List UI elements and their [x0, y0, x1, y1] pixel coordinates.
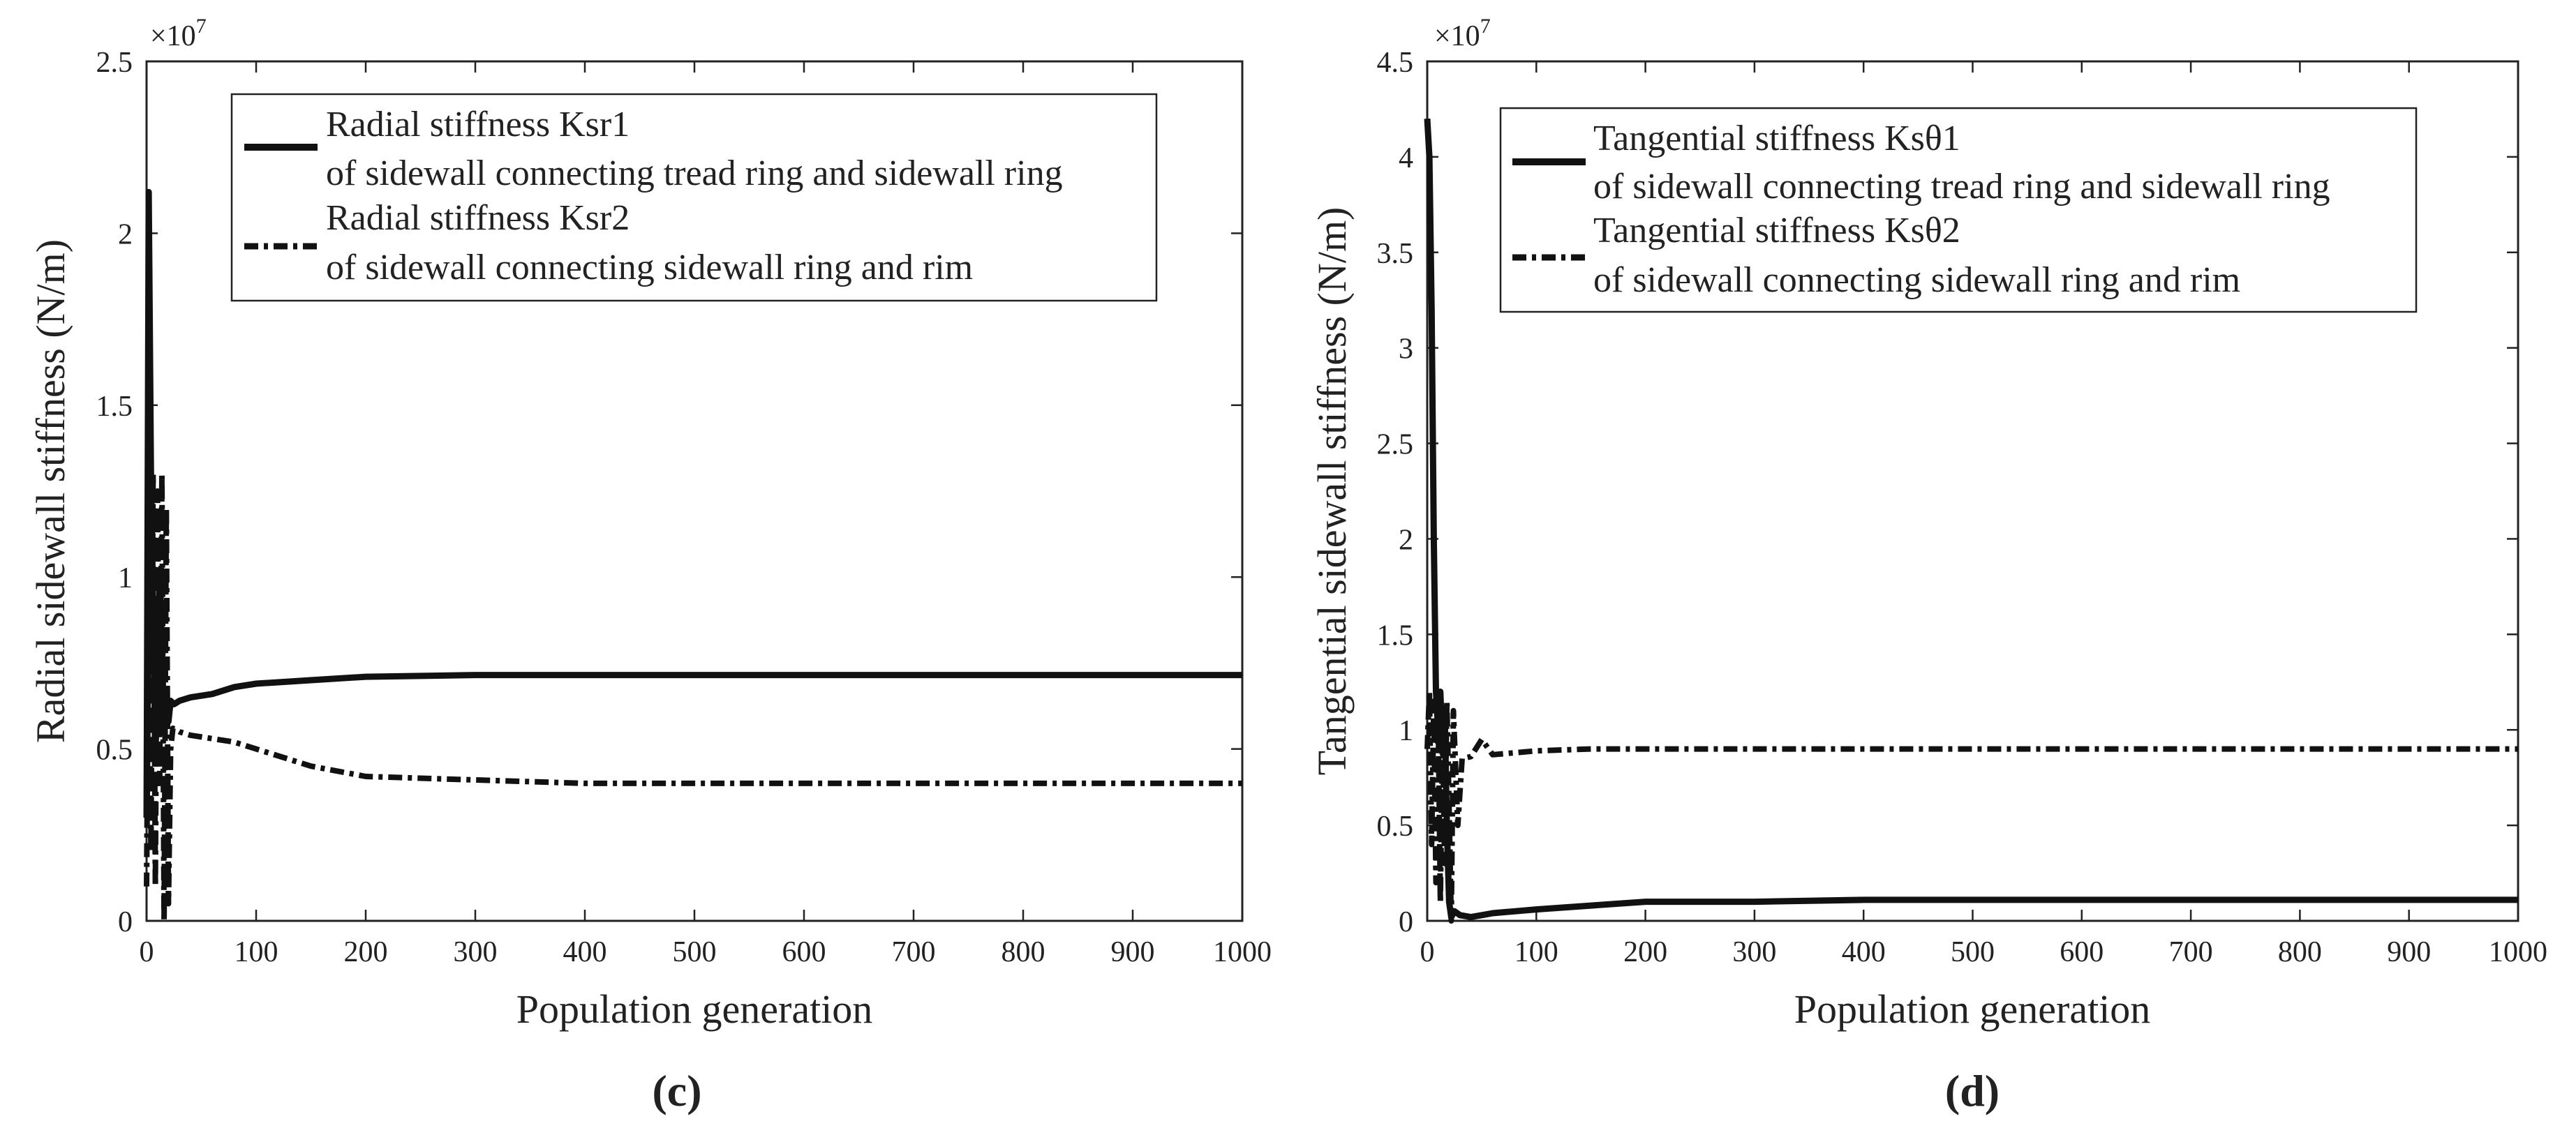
- y-tick-label-c: 0: [118, 906, 133, 938]
- y-tick-label-c: 2.5: [96, 47, 133, 79]
- y-tick-label-d: 2: [1399, 524, 1413, 556]
- x-tick-label-c: 400: [563, 936, 607, 968]
- panel-label-c: (c): [652, 1066, 701, 1115]
- x-axis-label-d: Population generation: [1794, 986, 2151, 1032]
- y-axis-label-d: Tangential sidewall stiffness (N/m): [1309, 207, 1355, 776]
- x-tick-label-c: 500: [673, 936, 717, 968]
- x-tick-label-d: 900: [2387, 936, 2431, 968]
- legend-label-ks-theta2-desc: of sidewall connecting sidewall ring and…: [1593, 260, 2240, 300]
- x-tick-label-c: 1000: [1213, 936, 1272, 968]
- x-tick-label-c: 100: [234, 936, 278, 968]
- legend-label-ks-theta1-title: Tangential stiffness Ksθ1: [1593, 119, 1960, 158]
- x-tick-label-d: 300: [1732, 936, 1776, 968]
- legend-label-ksr2-title: Radial stiffness Ksr2: [326, 198, 630, 238]
- x-tick-label-d: 500: [1951, 936, 1995, 968]
- x-tick-label-d: 800: [2278, 936, 2322, 968]
- legend-d: Tangential stiffness Ksθ1 of sidewall co…: [1499, 107, 2418, 313]
- x-tick-label-d: 0: [1420, 936, 1435, 968]
- x-tick-label-d: 400: [1842, 936, 1886, 968]
- y-tick-label-c: 0.5: [96, 735, 133, 767]
- series-line-c-2: [144, 471, 1242, 924]
- x-tick-label-c: 800: [1002, 936, 1045, 968]
- ticks-c: 0 100 200 300 400 500 600 700 800 900 1000 0 0.5 1 1.5…: [96, 47, 1272, 968]
- y-tick-label-c: 1.5: [96, 391, 133, 423]
- y-tick-label-d: 0: [1399, 906, 1413, 938]
- y-tick-label-d: 2.5: [1377, 429, 1414, 461]
- exponent-label-c: ×107: [150, 15, 207, 52]
- y-tick-label-d: 4: [1399, 142, 1413, 174]
- y-tick-label-d: 3: [1399, 333, 1413, 366]
- series-layer-c: [143, 188, 1242, 924]
- x-tick-label-c: 200: [344, 936, 388, 968]
- x-tick-label-c: 600: [782, 936, 826, 968]
- x-tick-label-d: 1000: [2489, 936, 2547, 968]
- x-tick-label-d: 700: [2169, 936, 2213, 968]
- panel-label-d: (d): [1945, 1066, 2000, 1115]
- x-tick-label-c: 0: [140, 936, 154, 968]
- y-tick-label-c: 1: [118, 562, 133, 594]
- y-tick-label-d: 1.5: [1377, 619, 1414, 652]
- y-tick-label-d: 0.5: [1377, 811, 1414, 843]
- y-tick-label-c: 2: [118, 218, 133, 250]
- x-axis-label-c: Population generation: [516, 986, 873, 1032]
- y-tick-label-d: 1: [1399, 715, 1413, 747]
- x-tick-label-d: 100: [1514, 936, 1558, 968]
- exponent-label-d: ×107: [1434, 15, 1491, 52]
- y-tick-label-d: 4.5: [1377, 47, 1414, 79]
- x-tick-label-c: 700: [892, 936, 936, 968]
- legend-label-ksr2-desc: of sidewall connecting sidewall ring and…: [326, 248, 973, 287]
- y-tick-label-d: 3.5: [1377, 238, 1414, 270]
- legend-label-ks-theta2-title: Tangential stiffness Ksθ2: [1593, 211, 1960, 250]
- chart-d: 0 100 200 300 400 500 600 700 800 900 1000 0 0.5 1 1.5…: [1309, 15, 2547, 1115]
- y-axis-label-c: Radial sidewall stiffness (N/m): [28, 239, 73, 743]
- chart-c: 0 100 200 300 400 500 600 700 800 900 1000 0 0.5 1 1.5…: [28, 15, 1272, 1115]
- x-tick-label-d: 600: [2060, 936, 2104, 968]
- legend-c: Radial stiffness Ksr1 of sidewall connec…: [230, 93, 1158, 302]
- legend-label-ksr1-title: Radial stiffness Ksr1: [326, 105, 630, 144]
- x-tick-label-c: 300: [454, 936, 498, 968]
- legend-label-ks-theta1-desc: of sidewall connecting tread ring and si…: [1593, 167, 2330, 206]
- legend-box-c: [230, 93, 1158, 302]
- legend-box-d: [1499, 107, 2418, 313]
- legend-label-ksr1-desc: of sidewall connecting tread ring and si…: [326, 153, 1063, 193]
- x-tick-label-d: 200: [1623, 936, 1667, 968]
- series-line-d-2: [1424, 689, 2518, 924]
- x-tick-label-c: 900: [1111, 936, 1155, 968]
- series-layer-d: [1424, 118, 2518, 924]
- ticks-d: 0 100 200 300 400 500 600 700 800 900 1000 0 0.5 1 1.5…: [1377, 47, 2548, 968]
